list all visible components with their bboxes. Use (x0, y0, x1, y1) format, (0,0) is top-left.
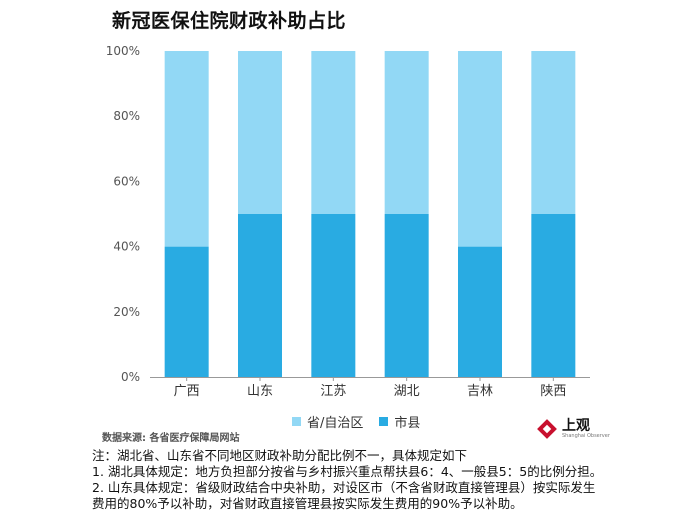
logo: 上观 Shanghai Observer (536, 418, 610, 440)
bar-segment-upper (458, 51, 502, 247)
stacked-bar-chart: 0% 20% 40% 60% 80% 100% 广西 山东 江苏 湖北 吉林 陕西 (106, 44, 590, 399)
chart-title: 新冠医保住院财政补助占比 (112, 10, 347, 32)
y-tick-label: 80% (113, 109, 140, 123)
bar-segment-lower (164, 246, 209, 377)
y-tick-label: 60% (113, 174, 140, 188)
x-category-label: 广西 (174, 384, 200, 399)
logo-icon (537, 419, 557, 439)
legend-swatch-upper (292, 417, 301, 426)
x-category-label: 吉林 (467, 384, 493, 399)
bar-segment-upper (164, 51, 209, 247)
logo-name: 上观 (562, 417, 590, 434)
legend: 省/自治区 市县 (292, 412, 436, 431)
data-source: 数据来源: 各省医疗保障局网站 (102, 433, 240, 444)
y-tick-label: 40% (113, 240, 140, 254)
x-category-label: 湖北 (394, 384, 420, 399)
x-category-label: 陕西 (540, 384, 566, 399)
legend-swatch-lower (379, 417, 389, 426)
legend-label-upper: 省/自治区 (307, 416, 364, 431)
bars (164, 51, 576, 377)
bar-segment-upper (531, 51, 576, 214)
bar-segment-lower (458, 246, 502, 377)
x-category-label: 山东 (247, 384, 273, 399)
logo-subtitle: Shanghai Observer (562, 432, 610, 439)
bar-segment-lower (384, 214, 429, 377)
bar-segment-lower (531, 214, 576, 377)
y-tick-label: 0% (121, 370, 140, 384)
note-line: 2. 山东具体规定：省级财政结合中央补助，对设区市（不含省财政直接管理县）按实际… (92, 480, 596, 495)
bar-segment-upper (311, 51, 356, 214)
note-line: 1. 湖北具体规定：地方负担部分按省与乡村振兴重点帮扶县6：4、一般县5：5的比… (92, 464, 603, 479)
legend-item-upper: 省/自治区 (292, 412, 363, 431)
notes: 注：湖北省、山东省不同地区财政补助分配比例不一，具体规定如下 1. 湖北具体规定… (92, 448, 692, 512)
legend-label-lower: 市县 (394, 416, 421, 431)
legend-item-lower: 市县 (379, 412, 420, 431)
y-axis: 0% 20% 40% 60% 80% 100% (106, 44, 140, 384)
x-axis: 广西 山东 江苏 湖北 吉林 陕西 (150, 377, 590, 399)
bar-segment-lower (311, 214, 356, 377)
y-tick-label: 20% (113, 305, 140, 319)
bar-segment-lower (238, 214, 282, 377)
bar-segment-upper (384, 51, 429, 214)
note-line: 费用的80%予以补助，对省财政直接管理县按实际发生费用的90%予以补助。 (92, 496, 523, 511)
note-line: 注：湖北省、山东省不同地区财政补助分配比例不一，具体规定如下 (92, 448, 468, 463)
x-category-label: 江苏 (320, 383, 346, 399)
bar-segment-upper (238, 51, 282, 214)
y-tick-label: 100% (106, 44, 140, 58)
